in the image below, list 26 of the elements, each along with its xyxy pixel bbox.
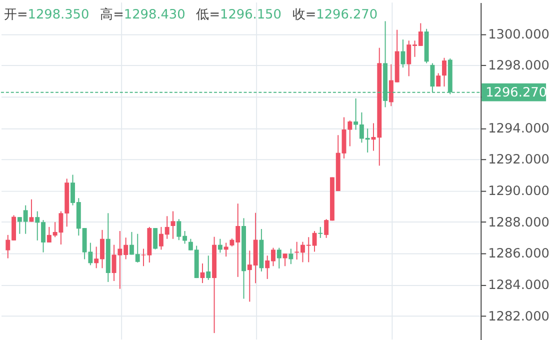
candlestick	[29, 198, 34, 222]
y-tick-label: 1298.000	[488, 58, 550, 74]
candlestick	[442, 57, 446, 88]
candlestick	[170, 210, 176, 240]
candlestick	[224, 242, 228, 258]
y-tick-label: 1288.000	[488, 215, 550, 230]
annotation: 收=1296.270	[292, 7, 378, 22]
annotation: 高=1298.430	[100, 6, 186, 22]
candlestick	[288, 248, 294, 265]
y-tick-label: 1290.000	[488, 184, 550, 200]
candlestick	[318, 226, 323, 238]
candlestick	[400, 39, 406, 68]
y-tick-label: 1300.000	[488, 27, 550, 42]
annotation: 开=1298.350	[4, 7, 90, 22]
candlestick	[218, 238, 222, 254]
candlestick	[206, 255, 211, 280]
candlestick	[282, 253, 288, 267]
annotation: 低=1296.150	[196, 7, 282, 22]
y-tick-label: 1286.000	[488, 246, 550, 262]
candlestick	[276, 247, 282, 269]
y-tick-label: 1282.000	[488, 309, 550, 324]
y-tick-label: 1284.000	[488, 278, 550, 294]
y-tick-label: 1294.000	[488, 121, 550, 136]
candlestick	[436, 72, 441, 88]
y-tick-label: 1292.000	[488, 152, 550, 168]
candlestick	[153, 228, 158, 250]
